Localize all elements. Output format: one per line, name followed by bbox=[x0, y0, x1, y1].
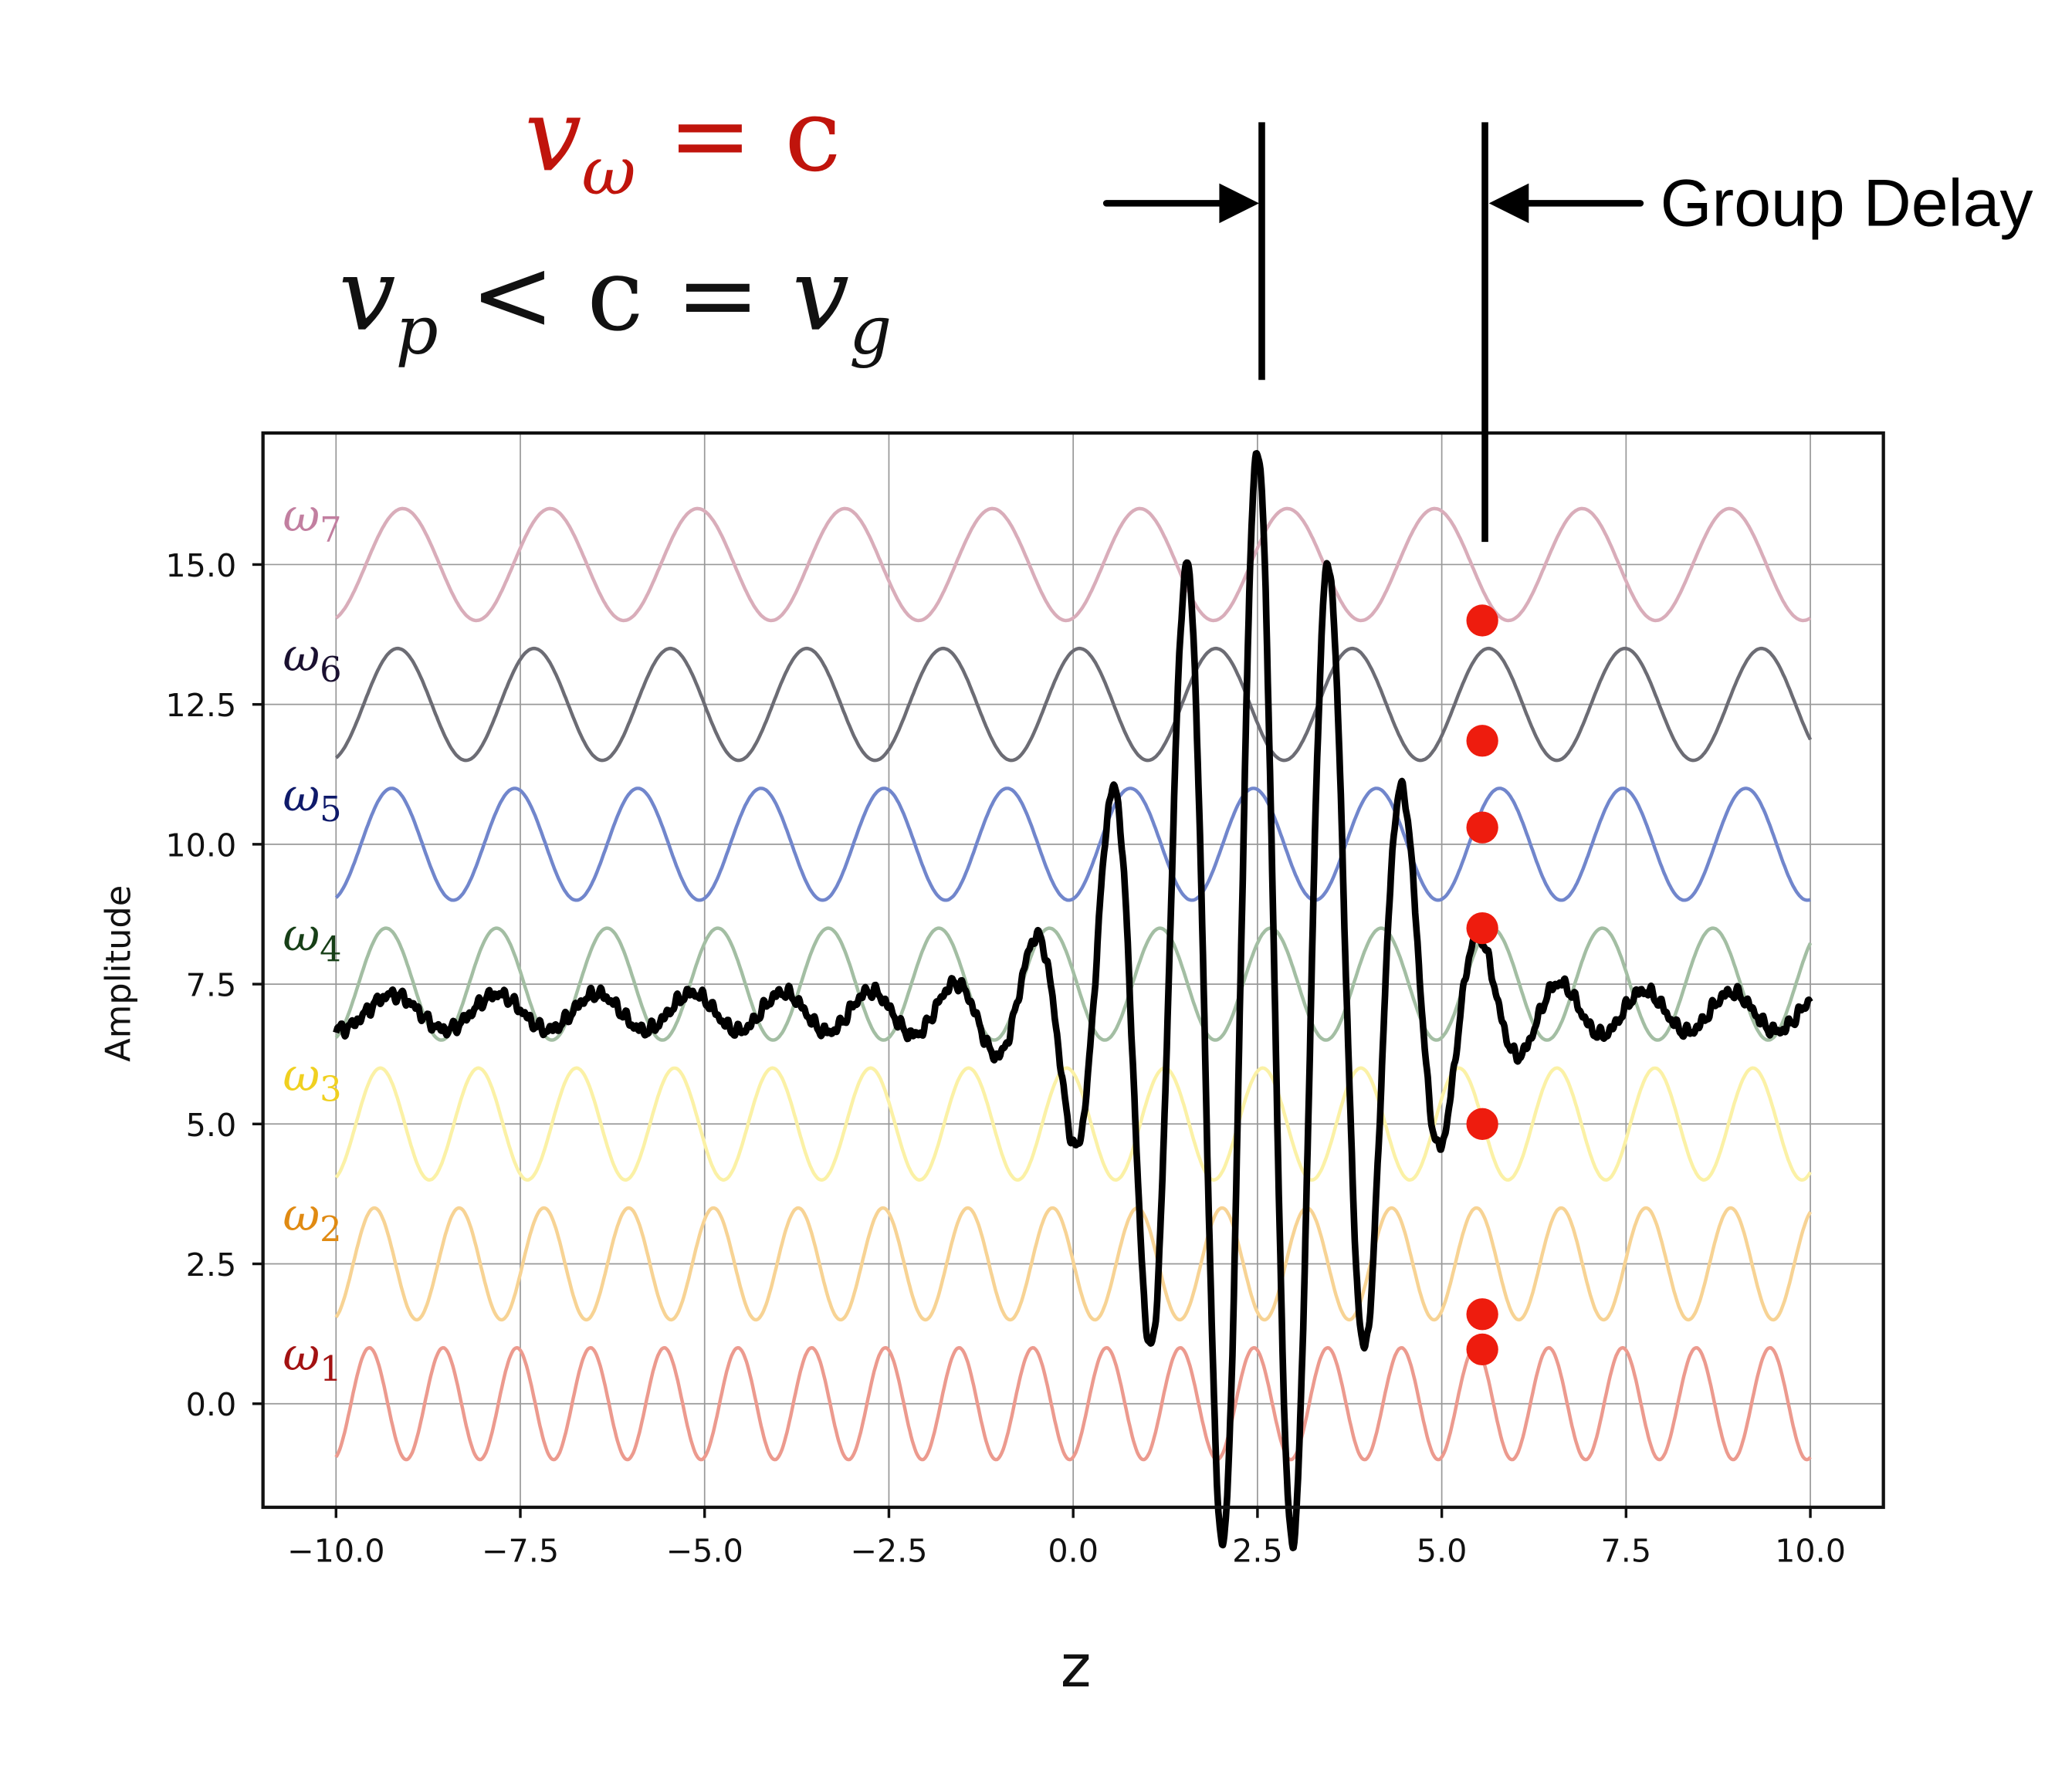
x-tick-label: −10.0 bbox=[287, 1532, 385, 1569]
x-tick-label: 0.0 bbox=[1048, 1532, 1099, 1569]
x-tick-label: 5.0 bbox=[1417, 1532, 1468, 1569]
series-label-ω3: ω3 bbox=[283, 1049, 341, 1110]
x-tick-label: −2.5 bbox=[850, 1532, 927, 1569]
series-line-ω6 bbox=[334, 646, 1813, 763]
left-arrow-head bbox=[1488, 183, 1529, 224]
y-ticks: 0.0 2.5 5.0 7.5 10.0 12.5 15.0 bbox=[165, 547, 263, 1423]
series-label-ω1: ω1 bbox=[283, 1328, 341, 1389]
red-marker bbox=[1466, 912, 1498, 945]
red-markers bbox=[1466, 604, 1498, 1366]
x-tick-label: −7.5 bbox=[482, 1532, 559, 1569]
x-tick-label: −5.0 bbox=[666, 1532, 743, 1569]
y-tick-label: 10.0 bbox=[165, 827, 236, 864]
y-tick-label: 0.0 bbox=[186, 1386, 237, 1423]
series-line-ω7 bbox=[334, 506, 1812, 623]
red-marker bbox=[1466, 811, 1498, 844]
x-ticks: −10.0 −7.5 −5.0 −2.5 0.0 2.5 5.0 7.5 10.0 bbox=[287, 1507, 1846, 1569]
series-line-ω4 bbox=[334, 926, 1813, 1042]
series-line-ω1 bbox=[334, 1346, 1812, 1462]
y-tick-label: 12.5 bbox=[165, 687, 236, 724]
equation-vp-vg: vp < c = vg bbox=[339, 236, 892, 370]
x-tick-label: 2.5 bbox=[1232, 1532, 1283, 1569]
red-marker bbox=[1466, 725, 1498, 757]
y-axis-label: Amplitude bbox=[98, 885, 139, 1062]
y-tick-label: 5.0 bbox=[186, 1107, 237, 1144]
series-label-ω2: ω2 bbox=[283, 1189, 341, 1250]
series-label-ω6: ω6 bbox=[283, 629, 341, 690]
series-labels: ω1 ω2 ω3 ω4 ω5 ω6 ω7 bbox=[283, 489, 341, 1389]
series-label-ω4: ω4 bbox=[283, 909, 341, 970]
series-line-ω5 bbox=[334, 786, 1811, 902]
x-axis-label: z bbox=[1061, 1632, 1092, 1700]
series-line-ω3 bbox=[334, 1066, 1812, 1182]
red-marker bbox=[1466, 1298, 1498, 1331]
red-marker bbox=[1466, 1333, 1498, 1366]
group-delay-annotation: Group Delay bbox=[1102, 122, 2033, 543]
group-delay-label: Group Delay bbox=[1661, 167, 2033, 241]
equation-v-omega: vω = c bbox=[525, 76, 841, 210]
x-tick-label: 7.5 bbox=[1601, 1532, 1652, 1569]
wave-packet-line bbox=[333, 450, 1813, 1551]
series-label-ω5: ω5 bbox=[283, 769, 341, 830]
series-lines bbox=[334, 506, 1813, 1462]
y-tick-label: 7.5 bbox=[186, 967, 237, 1004]
red-marker bbox=[1466, 1108, 1498, 1140]
right-arrow-head bbox=[1219, 183, 1260, 224]
y-tick-label: 15.0 bbox=[165, 547, 236, 584]
red-marker bbox=[1466, 604, 1498, 637]
series-label-ω7: ω7 bbox=[283, 489, 341, 550]
y-tick-label: 2.5 bbox=[186, 1246, 237, 1284]
series-line-ω2 bbox=[334, 1206, 1813, 1322]
x-tick-label: 10.0 bbox=[1775, 1532, 1846, 1569]
wave-packet bbox=[333, 450, 1813, 1551]
